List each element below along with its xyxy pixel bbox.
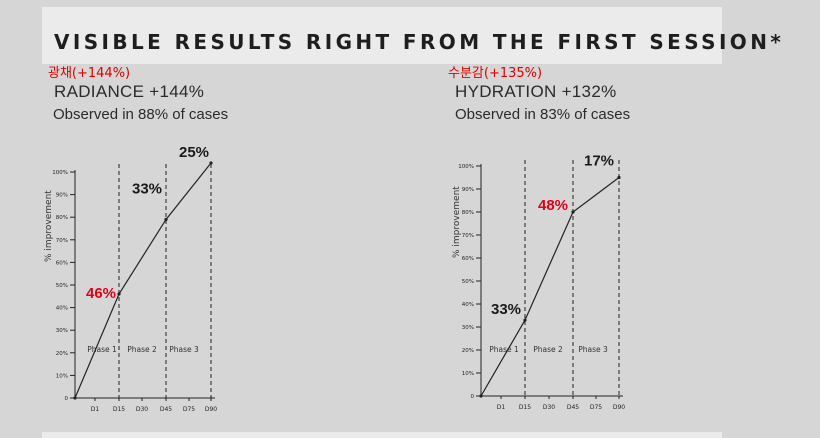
chart2-x-tick-label: D45: [567, 404, 579, 411]
chart2-data-point: [479, 394, 483, 398]
hydration-headline: HYDRATION +132%: [455, 82, 617, 101]
chart2-phase-label: Phase 1: [489, 345, 519, 354]
chart1-data-label: 25%: [179, 144, 209, 161]
chart2-data-point: [617, 175, 621, 180]
chart2-x-tick-label: D90: [613, 404, 625, 411]
chart1-y-tick-label: 30%: [56, 328, 68, 334]
chart2-y-tick-label: 100%: [458, 164, 474, 170]
chart1-data-label: 46%: [86, 285, 116, 302]
chart2-y-tick-label: 50%: [462, 279, 474, 285]
chart2-x-tick-label: D1: [497, 404, 506, 411]
chart1-phase-label: Phase 2: [127, 345, 157, 354]
chart2-phase-label: Phase 3: [578, 345, 608, 354]
chart1-x-tick-label: D90: [205, 406, 217, 413]
chart2-data-label: 17%: [584, 153, 614, 170]
page-title: VISIBLE RESULTS RIGHT FROM THE FIRST SES…: [54, 30, 785, 54]
chart1-y-tick-label: 0: [65, 396, 69, 402]
chart1-data-point: [209, 161, 213, 165]
chart1-x-tick-label: D1: [91, 406, 100, 413]
chart2-y-tick-label: 30%: [462, 325, 474, 331]
chart1-y-tick-label: 50%: [56, 283, 68, 289]
chart1-y-tick-label: 40%: [56, 306, 68, 312]
chart1-x-tick-label: D15: [113, 406, 125, 413]
chart1-y-tick-label: 70%: [56, 238, 68, 244]
chart2-y-tick-label: 0: [471, 394, 475, 400]
chart2-y-tick-label: 90%: [462, 187, 474, 193]
chart1-y-tick-label: 100%: [52, 170, 68, 176]
chart2-x-tick-label: D15: [519, 404, 531, 411]
chart2-x-tick-label: D75: [590, 404, 602, 411]
chart1-data-label: 33%: [132, 180, 162, 197]
chart1-x-tick-label: D30: [136, 406, 148, 413]
chart1-y-tick-label: 60%: [56, 260, 68, 266]
korean-label-radiance: 광채(+144%): [48, 66, 131, 81]
chart1-data-point: [164, 217, 168, 222]
chart1-series-line: [74, 162, 212, 399]
hydration-subtitle: Observed in 83% of cases: [455, 106, 631, 123]
chart2-data-label: 48%: [538, 197, 568, 214]
chart2-x-tick-label: D30: [543, 404, 555, 411]
korean-label-hydration: 수분감(+135%): [448, 66, 543, 81]
chart2-y-tick-label: 40%: [462, 302, 474, 308]
chart2-series-line: [480, 177, 620, 397]
chart1-data-point: [117, 292, 121, 296]
chart2-phase-label: Phase 2: [533, 345, 563, 354]
chart1-y-tick-label: 20%: [56, 351, 68, 357]
chart2-data-point: [523, 318, 527, 322]
radiance-subtitle: Observed in 88% of cases: [53, 106, 229, 123]
header-banner: VISIBLE RESULTS RIGHT FROM THE FIRST SES…: [42, 7, 781, 64]
chart1-phase-label: Phase 3: [169, 345, 199, 354]
chart1-y-tick-label: 90%: [56, 193, 68, 199]
chart2-y-tick-label: 10%: [462, 371, 474, 377]
chart1-x-tick-label: D45: [160, 406, 172, 413]
chart2-y-tick-label: 80%: [462, 210, 474, 216]
footer-bar: [42, 432, 722, 438]
chart2-y-tick-label: 20%: [462, 348, 474, 354]
radiance-headline: RADIANCE +144%: [54, 82, 205, 101]
chart2-y-tick-label: 70%: [462, 233, 474, 239]
chart1-data-point: [73, 396, 77, 400]
chart2-data-point: [571, 210, 575, 214]
chart1-y-tick-label: 10%: [56, 373, 68, 379]
chart1-x-tick-label: D75: [183, 406, 195, 413]
chart1-y-tick-label: 80%: [56, 215, 68, 221]
chart1-phase-label: Phase 1: [87, 345, 117, 354]
chart2-y-tick-label: 60%: [462, 256, 474, 262]
chart2-data-label: 33%: [491, 301, 521, 318]
